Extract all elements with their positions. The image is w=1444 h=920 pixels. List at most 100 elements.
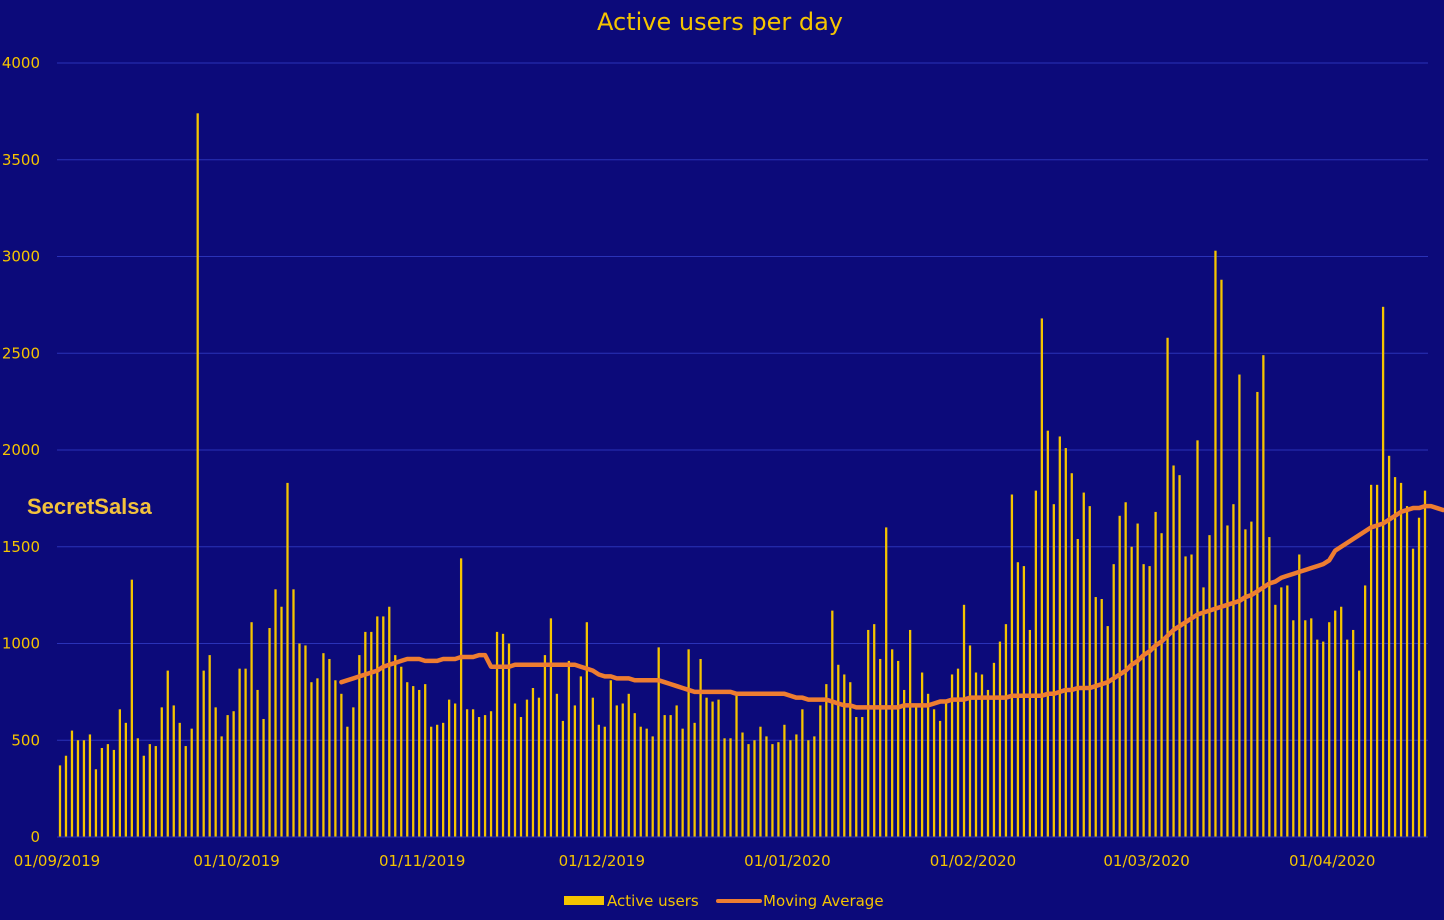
bar-day-6 <box>94 769 98 837</box>
bar-day-109 <box>711 701 714 837</box>
gridlines <box>57 62 1428 741</box>
legend: Active users Moving Average <box>564 892 884 910</box>
bar-day-148 <box>944 703 948 837</box>
bar-day-13 <box>136 738 139 837</box>
bar-day-161 <box>1022 566 1026 837</box>
bar-day-150 <box>956 668 960 837</box>
bar-day-174 <box>1100 599 1103 837</box>
bar-day-62 <box>430 726 433 837</box>
y-tick-label-3000: 3000 <box>2 248 40 266</box>
bar-day-66 <box>453 703 457 837</box>
x-tick-label-01-04-2020: 01/04/2020 <box>1289 852 1375 870</box>
bar-day-165 <box>1046 430 1049 837</box>
bar-day-162 <box>1028 629 1032 837</box>
bar-day-52 <box>370 631 373 837</box>
bar-day-88 <box>585 622 588 837</box>
bar-day-61 <box>424 684 427 837</box>
bar-day-79 <box>531 688 535 837</box>
bar-day-208 <box>1304 620 1307 837</box>
bar-day-108 <box>705 697 708 837</box>
bar-day-39 <box>292 589 295 837</box>
bar-day-104 <box>681 728 684 837</box>
bar-day-136 <box>873 624 876 837</box>
bar-day-182 <box>1148 566 1151 837</box>
bar-day-133 <box>855 717 858 837</box>
bar-day-205 <box>1286 585 1289 837</box>
bar-day-55 <box>388 606 391 837</box>
bar-day-217 <box>1358 670 1361 837</box>
bar-day-206 <box>1292 620 1295 837</box>
bar-day-25 <box>208 655 211 837</box>
bar-day-8 <box>106 744 110 837</box>
bar-day-202 <box>1268 537 1271 837</box>
bar-day-119 <box>771 744 774 837</box>
y-tick-label-0: 0 <box>30 828 40 846</box>
bar-day-116 <box>753 740 756 837</box>
bar-day-142 <box>909 629 912 837</box>
bar-day-227 <box>1417 517 1421 837</box>
y-tick-label-1000: 1000 <box>2 635 40 653</box>
bar-day-132 <box>849 682 852 837</box>
bar-day-41 <box>304 645 307 837</box>
bar-day-86 <box>573 705 577 837</box>
bar-day-154 <box>980 674 984 837</box>
bar-day-192 <box>1208 535 1211 837</box>
bar-day-17 <box>160 707 163 837</box>
bar-day-102 <box>669 715 672 837</box>
bar-day-215 <box>1346 639 1349 837</box>
bar-day-114 <box>741 732 744 837</box>
bar-day-5 <box>88 734 92 837</box>
y-tick-label-3500: 3500 <box>2 151 40 169</box>
bar-day-33 <box>256 689 259 837</box>
bar-day-112 <box>729 738 732 837</box>
bar-day-228 <box>1423 490 1427 837</box>
bar-day-169 <box>1070 473 1073 837</box>
bar-day-199 <box>1250 521 1253 837</box>
bar-day-83 <box>555 693 559 837</box>
bar-day-73 <box>495 631 499 837</box>
bar-day-70 <box>477 717 481 837</box>
bar-day-118 <box>765 736 768 837</box>
bar-day-123 <box>795 734 798 837</box>
bar-day-147 <box>938 720 942 837</box>
bar-day-37 <box>280 606 283 837</box>
bar-day-143 <box>914 705 918 837</box>
bar-day-57 <box>400 666 403 837</box>
bar-day-110 <box>717 699 720 837</box>
bar-day-138 <box>885 527 888 837</box>
bar-day-134 <box>861 717 864 837</box>
bar-day-125 <box>807 740 810 837</box>
bar-day-56 <box>394 655 397 837</box>
bar-day-58 <box>406 682 409 837</box>
bar-day-19 <box>172 705 175 837</box>
bar-day-75 <box>507 643 511 837</box>
bar-day-99 <box>651 736 654 837</box>
bar-day-145 <box>926 693 930 837</box>
bar-day-141 <box>903 689 906 837</box>
bar-day-122 <box>789 740 792 837</box>
bar-day-113 <box>735 695 738 837</box>
bar-day-121 <box>783 724 786 837</box>
bar-day-76 <box>513 703 517 837</box>
bar-day-63 <box>436 724 439 837</box>
bar-day-210 <box>1316 639 1319 837</box>
bar-day-144 <box>920 672 924 837</box>
bar-day-107 <box>699 658 702 837</box>
bar-day-159 <box>1010 494 1014 837</box>
bar-day-115 <box>747 744 750 837</box>
bar-day-166 <box>1052 504 1055 837</box>
bar-day-152 <box>968 645 972 837</box>
bar-day-188 <box>1184 556 1187 837</box>
x-tick-label-01-10-2019: 01/10/2019 <box>193 852 279 870</box>
bar-day-146 <box>932 709 936 837</box>
bar-day-209 <box>1310 618 1313 837</box>
bar-day-46 <box>334 680 337 837</box>
bar-day-224 <box>1399 482 1403 837</box>
bar-day-190 <box>1196 440 1199 837</box>
bar-day-179 <box>1130 546 1133 837</box>
bar-day-20 <box>178 722 181 837</box>
bar-day-137 <box>879 658 882 837</box>
bar-day-131 <box>843 674 846 837</box>
bar-day-94 <box>621 703 624 837</box>
